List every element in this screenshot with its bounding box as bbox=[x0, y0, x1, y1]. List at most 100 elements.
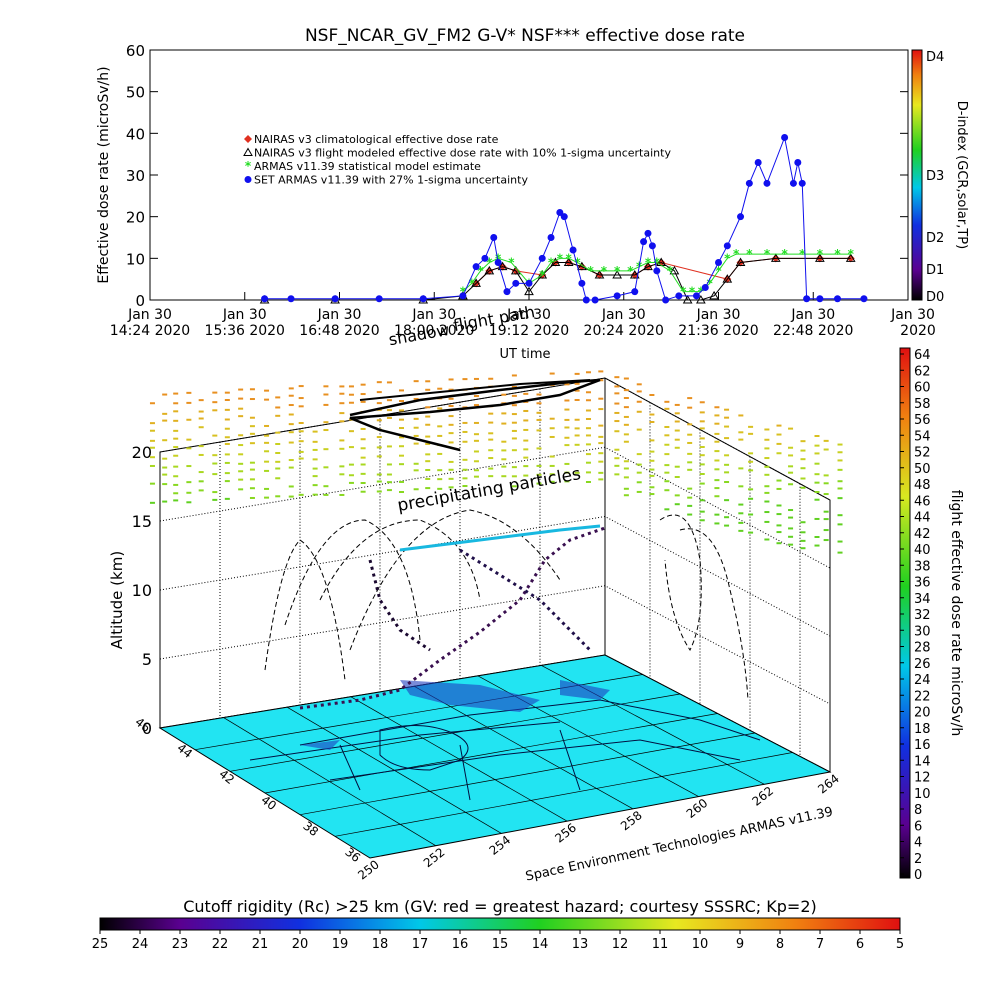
rc-tick-label: 10 bbox=[692, 937, 709, 952]
altitude-axis: 0 5 10 15 20 bbox=[132, 443, 152, 738]
data-point bbox=[560, 213, 568, 221]
x-tick-label: Jan 30 bbox=[601, 307, 646, 323]
data-point bbox=[494, 259, 502, 266]
rc-tick-label: 24 bbox=[132, 937, 149, 952]
dose-tick-label: 52 bbox=[914, 446, 931, 461]
dose-tick-label: 36 bbox=[914, 576, 931, 591]
data-point: * bbox=[654, 256, 661, 270]
rc-tick-label: 21 bbox=[252, 937, 269, 952]
data-point bbox=[669, 265, 680, 275]
dose-tick-label: 14 bbox=[914, 754, 931, 769]
data-point bbox=[833, 295, 841, 303]
rc-tick-label: 8 bbox=[776, 937, 784, 952]
data-point bbox=[675, 292, 683, 300]
data-point bbox=[582, 296, 590, 304]
data-point bbox=[503, 288, 511, 296]
dose-tick-label: 56 bbox=[914, 413, 931, 428]
ground-gridline bbox=[299, 732, 756, 816]
ground-gridline bbox=[414, 685, 634, 810]
rc-tick-label: 16 bbox=[452, 937, 469, 952]
data-point: * bbox=[645, 256, 652, 270]
altitude-gridline bbox=[159, 377, 831, 501]
dose-tick-label: 24 bbox=[914, 673, 931, 688]
rc-tick-label: 9 bbox=[736, 937, 744, 952]
longitude-tick-label: 250 bbox=[355, 857, 382, 882]
data-point: * bbox=[477, 264, 484, 278]
ground-gridline bbox=[350, 696, 568, 822]
data-point bbox=[481, 254, 489, 262]
altitude-gridline bbox=[159, 585, 831, 705]
data-point bbox=[629, 269, 640, 279]
y-axis-label: Effective dose rate (microSv/h) bbox=[96, 66, 112, 283]
legend-label: SET ARMAS v11.39 with 27% 1-sigma uncert… bbox=[254, 174, 528, 187]
y-axis: 0 10 20 30 40 50 60 bbox=[126, 42, 908, 310]
rc-tick-label: 7 bbox=[816, 937, 824, 952]
cutoff-rigidity-colorbar: Cutoff rigidity (Rc) >25 km (GV: red = g… bbox=[92, 897, 904, 952]
altitude-tick-label: 10 bbox=[132, 581, 152, 600]
y-tick-label: 10 bbox=[126, 250, 145, 268]
altitude-axis-label: Altitude (km) bbox=[108, 551, 126, 649]
dose-rate-chart: NSF_NCAR_GV_FM2 G-V* NSF*** effective do… bbox=[96, 26, 969, 362]
data-point bbox=[653, 267, 661, 275]
y-tick-label: 60 bbox=[126, 42, 145, 60]
data-point bbox=[735, 257, 746, 266]
data-point: * bbox=[715, 264, 722, 278]
y-tick-label: 50 bbox=[126, 84, 145, 102]
data-point: * bbox=[548, 256, 555, 270]
altitude-tick-label: 15 bbox=[132, 512, 152, 531]
data-point: * bbox=[707, 276, 714, 290]
legend-marker bbox=[243, 147, 253, 156]
data-point bbox=[613, 292, 621, 300]
d-index-tick-label: D2 bbox=[926, 231, 944, 246]
ground-grid bbox=[194, 665, 793, 847]
data-point: * bbox=[764, 247, 771, 261]
legend-label: NAIRAS v3 climatological effective dose … bbox=[254, 133, 499, 146]
altitude-gridline bbox=[159, 446, 831, 569]
x-tick-label-2: 19:12 2020 bbox=[489, 323, 569, 339]
rc-tick-label: 12 bbox=[612, 937, 629, 952]
x-tick-label: Jan 30 bbox=[317, 307, 362, 323]
dose-tick-label: 0 bbox=[914, 868, 922, 883]
d-index-label: D-index (GCR,solar,TP) bbox=[954, 101, 969, 249]
x-axis-label: UT time bbox=[500, 347, 551, 362]
data-point: * bbox=[614, 264, 621, 278]
data-point bbox=[789, 179, 797, 187]
altitude-grid bbox=[159, 377, 831, 773]
data-point: * bbox=[781, 247, 788, 261]
rc-tick-label: 11 bbox=[652, 937, 669, 952]
data-point bbox=[754, 159, 762, 166]
x-tick-label: Jan 30 bbox=[790, 307, 835, 323]
data-point bbox=[484, 265, 495, 275]
d-index-tick-label: D0 bbox=[926, 290, 944, 305]
longitude-tick-label: 260 bbox=[684, 796, 711, 821]
data-point bbox=[860, 295, 868, 303]
precipitating-particle-field bbox=[149, 370, 843, 554]
dose-tick-label: 48 bbox=[914, 478, 931, 493]
data-point: * bbox=[799, 247, 806, 261]
legend-marker bbox=[244, 135, 252, 143]
longitude-tick-label: 252 bbox=[421, 845, 448, 870]
data-point: * bbox=[746, 247, 753, 261]
longitude-tick-label: 254 bbox=[487, 833, 514, 858]
altitude-gridline bbox=[159, 515, 831, 637]
data-point bbox=[737, 213, 745, 221]
data-point bbox=[537, 269, 548, 279]
data-point: * bbox=[495, 251, 502, 265]
rc-tick-label: 5 bbox=[896, 937, 904, 952]
x-tick-label-2: 20:24 2020 bbox=[584, 323, 664, 339]
dose-tick-label: 6 bbox=[914, 819, 922, 834]
data-point bbox=[419, 295, 427, 303]
rc-tick-label: 22 bbox=[212, 937, 229, 952]
legend-marker: * bbox=[245, 159, 252, 173]
dose-tick-label: 38 bbox=[914, 559, 931, 574]
data-point: * bbox=[667, 264, 674, 278]
dose-tick-label: 26 bbox=[914, 657, 931, 672]
data-point bbox=[845, 253, 856, 262]
data-point: * bbox=[834, 247, 841, 261]
altitude-tick-label: 5 bbox=[142, 650, 152, 669]
rc-tick-label: 23 bbox=[172, 937, 189, 952]
x-tick-label-2: 2020 bbox=[900, 323, 936, 339]
dose-tick-label: 22 bbox=[914, 689, 931, 704]
x-tick-label: Jan 30 bbox=[506, 307, 551, 323]
data-point: * bbox=[539, 268, 546, 282]
